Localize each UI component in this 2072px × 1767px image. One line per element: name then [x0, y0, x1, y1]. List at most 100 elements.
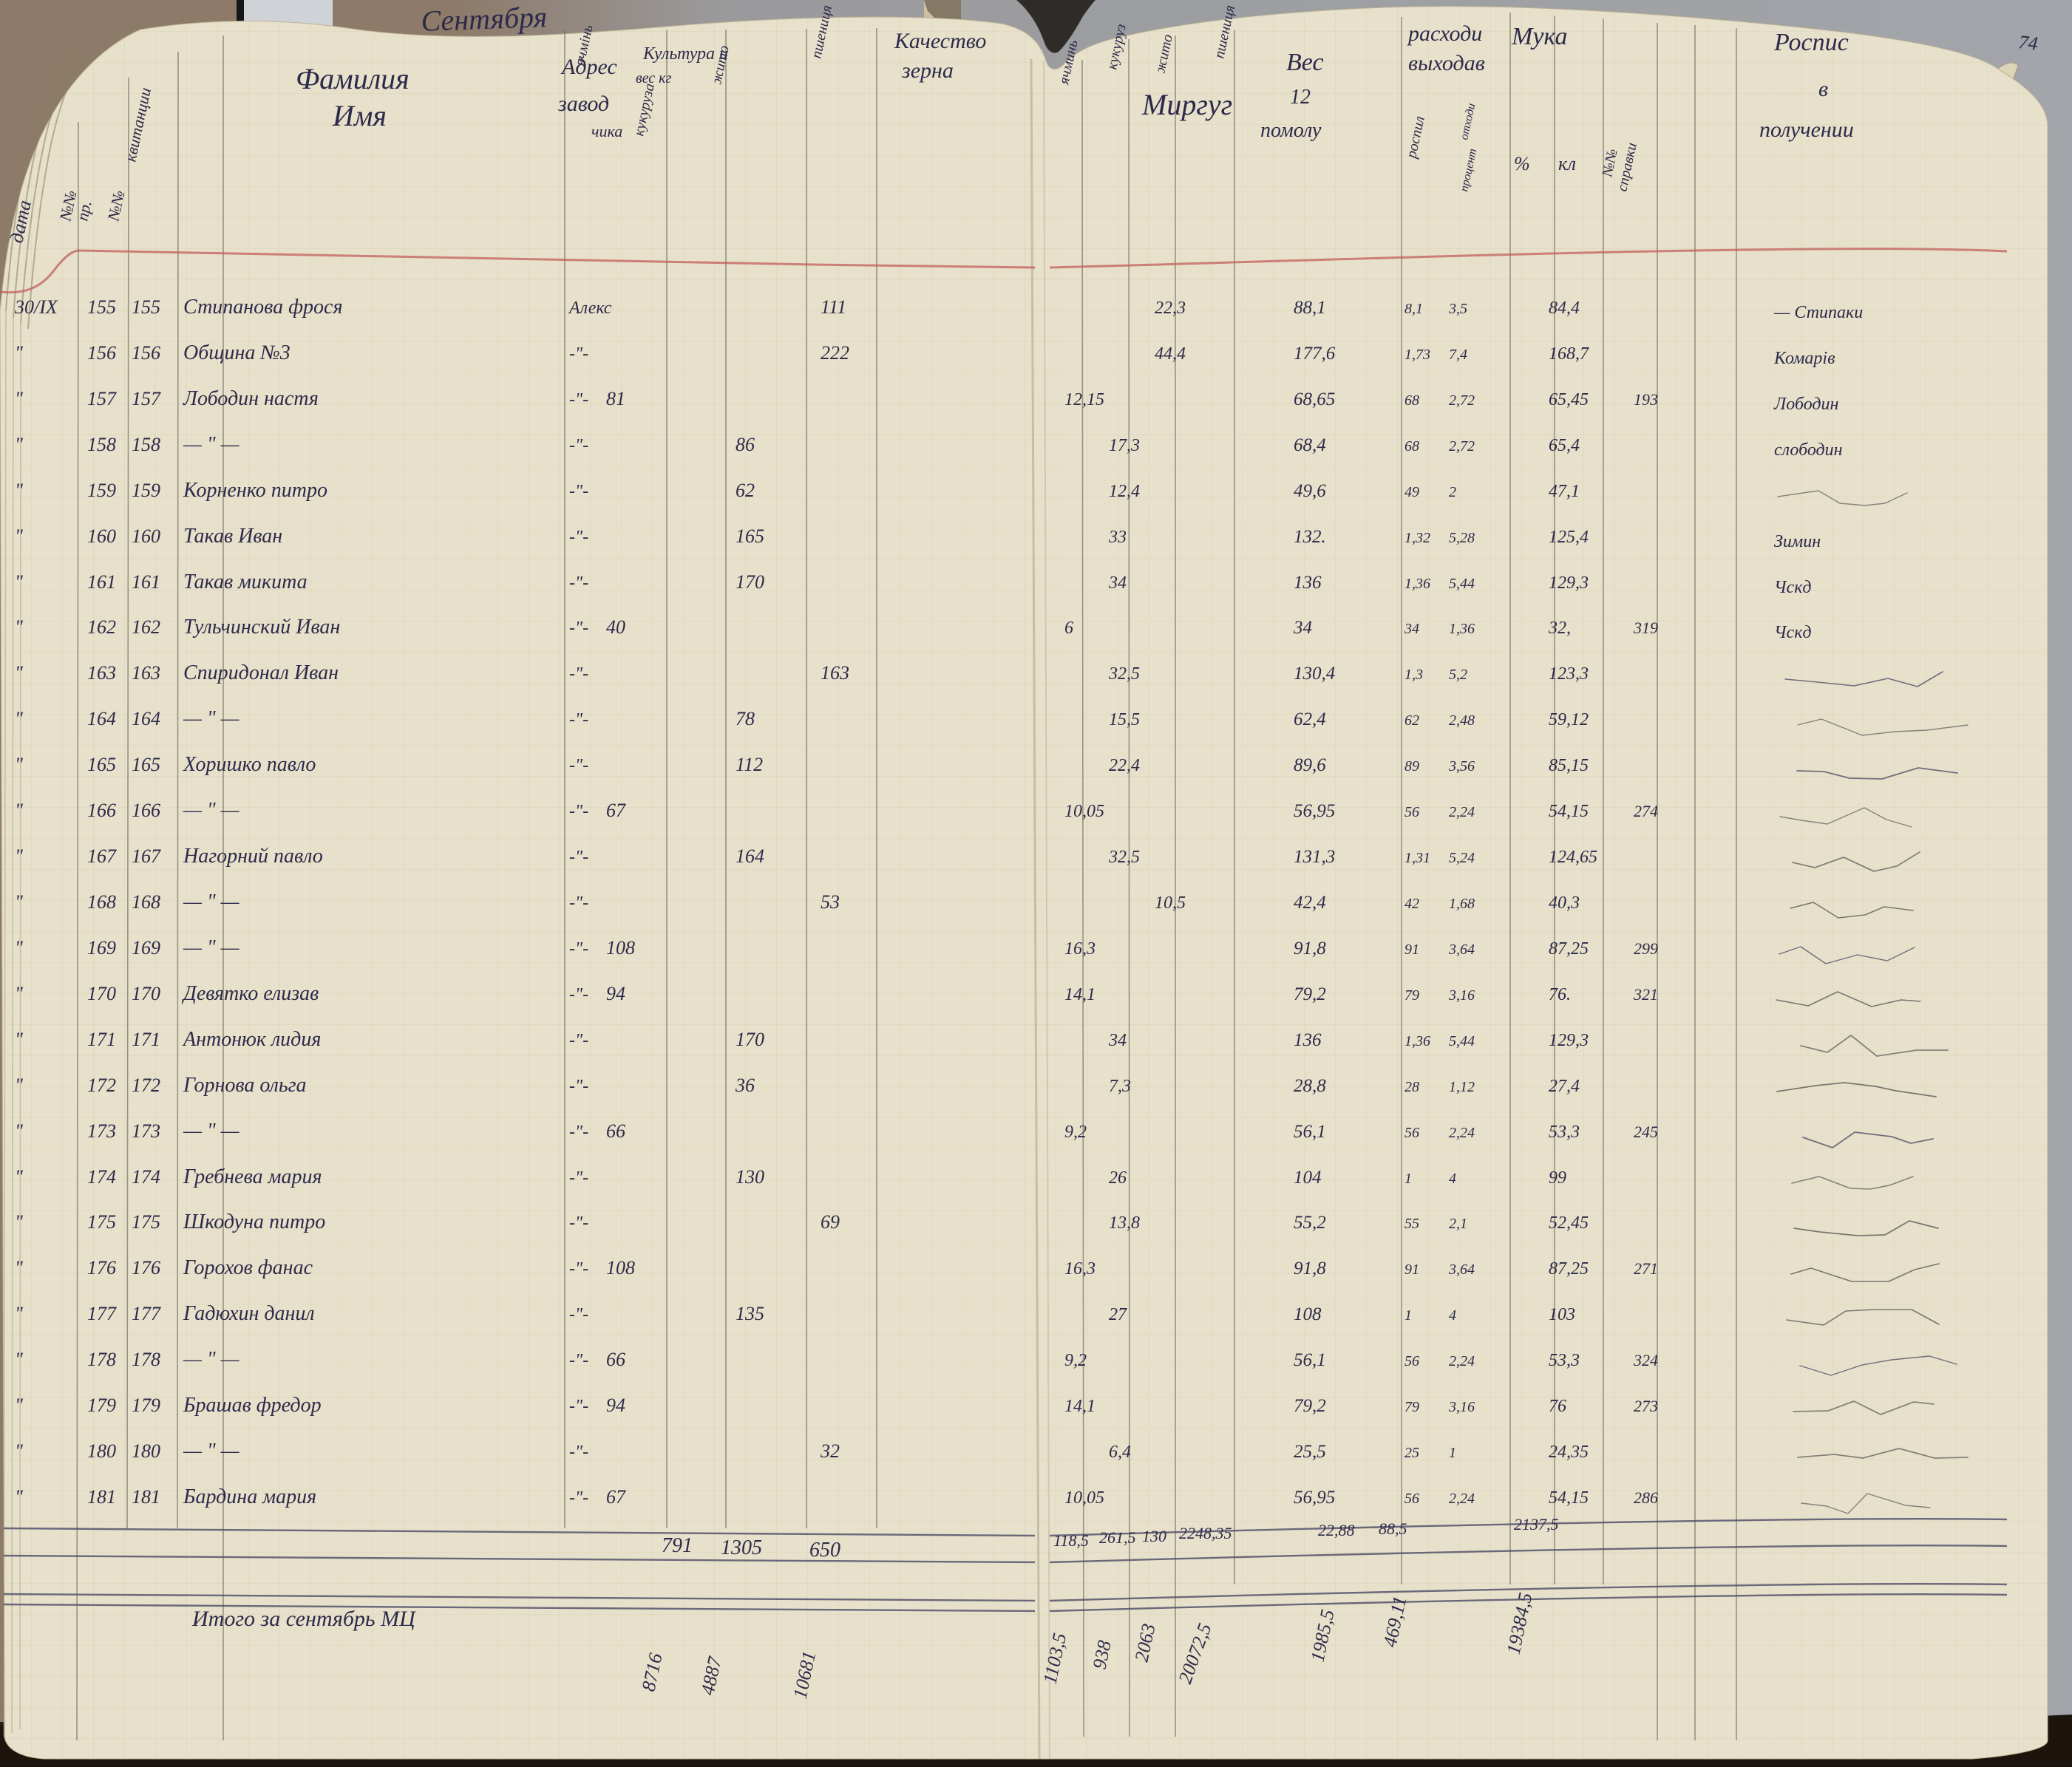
svg-text:162: 162	[132, 616, 160, 638]
svg-text:Корненко питро: Корненко питро	[183, 479, 327, 502]
svg-text:103: 103	[1549, 1305, 1575, 1324]
svg-text:178: 178	[87, 1349, 116, 1370]
svg-text:170: 170	[736, 1029, 764, 1050]
svg-text:кл: кл	[1558, 153, 1576, 174]
svg-text:1,3: 1,3	[1404, 667, 1423, 683]
svg-text:2,24: 2,24	[1449, 1353, 1475, 1369]
svg-text:99: 99	[1549, 1168, 1566, 1188]
svg-text:15,5: 15,5	[1109, 710, 1140, 729]
svg-text:84,4: 84,4	[1549, 299, 1580, 318]
svg-text:": "	[15, 983, 23, 1004]
svg-text:171: 171	[87, 1029, 116, 1050]
svg-text:слободин: слободин	[1774, 440, 1843, 460]
svg-text:165: 165	[87, 754, 116, 775]
svg-text:": "	[15, 571, 23, 593]
svg-text:Горнова ольга: Горнова ольга	[183, 1074, 307, 1097]
svg-text:Такав микита: Такав микита	[183, 571, 308, 593]
svg-text:Фамилия: Фамилия	[296, 62, 410, 95]
svg-text:2248,35: 2248,35	[1179, 1524, 1232, 1542]
svg-text:1,31: 1,31	[1404, 850, 1430, 866]
svg-text:177,6: 177,6	[1294, 344, 1336, 364]
svg-text:131,3: 131,3	[1294, 847, 1335, 867]
svg-text:-"-: -"-	[569, 756, 588, 775]
svg-text:271: 271	[1634, 1259, 1658, 1278]
svg-text:-"-: -"-	[569, 710, 588, 729]
svg-text:164: 164	[87, 708, 116, 729]
svg-text:-"-: -"-	[569, 573, 588, 593]
svg-text:": "	[15, 1120, 23, 1142]
svg-text:155: 155	[87, 296, 116, 318]
svg-text:68: 68	[1404, 438, 1419, 454]
svg-text:": "	[15, 1486, 23, 1508]
svg-text:162: 162	[87, 616, 116, 638]
svg-text:": "	[15, 1349, 23, 1370]
svg-text:22,4: 22,4	[1109, 756, 1140, 775]
svg-text:81: 81	[606, 388, 625, 409]
svg-text:3,64: 3,64	[1448, 942, 1475, 958]
svg-text:2137,5: 2137,5	[1514, 1515, 1559, 1533]
svg-text:79: 79	[1404, 987, 1419, 1004]
svg-text:67: 67	[606, 1486, 626, 1508]
svg-text:53,3: 53,3	[1549, 1123, 1580, 1142]
svg-text:Община №3: Община №3	[183, 341, 291, 364]
svg-text:180: 180	[132, 1440, 160, 1462]
svg-text:62: 62	[1404, 712, 1419, 729]
svg-text:28,8: 28,8	[1294, 1076, 1326, 1096]
svg-text:68: 68	[1404, 392, 1419, 409]
svg-text:91: 91	[1404, 942, 1419, 958]
svg-text:-"-: -"-	[569, 1397, 588, 1416]
svg-text:163: 163	[87, 662, 116, 684]
svg-text:59,12: 59,12	[1549, 710, 1589, 729]
svg-text:в: в	[1818, 77, 1828, 101]
svg-text:163: 163	[132, 662, 160, 684]
svg-text:62: 62	[736, 480, 755, 501]
svg-text:6,4: 6,4	[1109, 1443, 1131, 1462]
svg-text:1305: 1305	[721, 1536, 762, 1559]
svg-text:273: 273	[1634, 1397, 1658, 1415]
svg-text:87,25: 87,25	[1549, 939, 1589, 959]
svg-text:-"-: -"-	[569, 436, 588, 455]
svg-text:получении: получении	[1759, 118, 1854, 142]
svg-text:Алекс: Алекс	[568, 299, 612, 318]
svg-text:4: 4	[1449, 1171, 1456, 1187]
svg-text:Антонюк лидия: Антонюк лидия	[182, 1028, 321, 1051]
svg-text:167: 167	[87, 845, 117, 867]
svg-text:— " —: — " —	[183, 1120, 240, 1143]
svg-text:2,1: 2,1	[1449, 1216, 1467, 1232]
svg-text:-"-: -"-	[569, 1351, 588, 1370]
svg-text:44,4: 44,4	[1155, 344, 1186, 364]
svg-text:Шкодуна питро: Шкодуна питро	[183, 1211, 325, 1233]
svg-text:": "	[15, 891, 23, 913]
svg-text:36: 36	[735, 1075, 755, 1096]
svg-text:124,65: 124,65	[1549, 848, 1597, 867]
svg-text:49,6: 49,6	[1294, 481, 1326, 501]
svg-text:Гадюхин данил: Гадюхин данил	[183, 1302, 315, 1325]
svg-text:286: 286	[1634, 1488, 1658, 1507]
svg-text:66: 66	[606, 1349, 625, 1370]
svg-text:76: 76	[1549, 1397, 1566, 1416]
svg-text:160: 160	[132, 525, 160, 547]
svg-text:-"-: -"-	[569, 985, 588, 1004]
svg-text:67: 67	[606, 800, 626, 821]
svg-text:163: 163	[821, 662, 849, 684]
svg-text:108: 108	[1294, 1304, 1322, 1324]
svg-text:5,24: 5,24	[1449, 850, 1475, 866]
svg-text:— " —: — " —	[183, 799, 240, 822]
svg-text:2,24: 2,24	[1449, 1125, 1475, 1141]
svg-text:": "	[15, 1395, 23, 1416]
svg-text:91,8: 91,8	[1294, 1259, 1326, 1279]
svg-text:165: 165	[736, 525, 764, 547]
svg-text:135: 135	[736, 1303, 764, 1324]
svg-text:179: 179	[132, 1395, 160, 1416]
svg-text:30/IX: 30/IX	[14, 296, 58, 318]
svg-text:": "	[15, 480, 23, 501]
svg-text:88,1: 88,1	[1294, 298, 1326, 318]
svg-text:4: 4	[1449, 1307, 1456, 1324]
svg-text:Такав Иван: Такав Иван	[183, 525, 282, 548]
svg-text:55: 55	[1404, 1216, 1419, 1232]
svg-text:3,56: 3,56	[1448, 758, 1475, 774]
svg-text:129,3: 129,3	[1549, 573, 1589, 593]
svg-text:158: 158	[87, 434, 116, 455]
svg-text:79,2: 79,2	[1294, 984, 1326, 1004]
svg-text:171: 171	[132, 1029, 160, 1050]
